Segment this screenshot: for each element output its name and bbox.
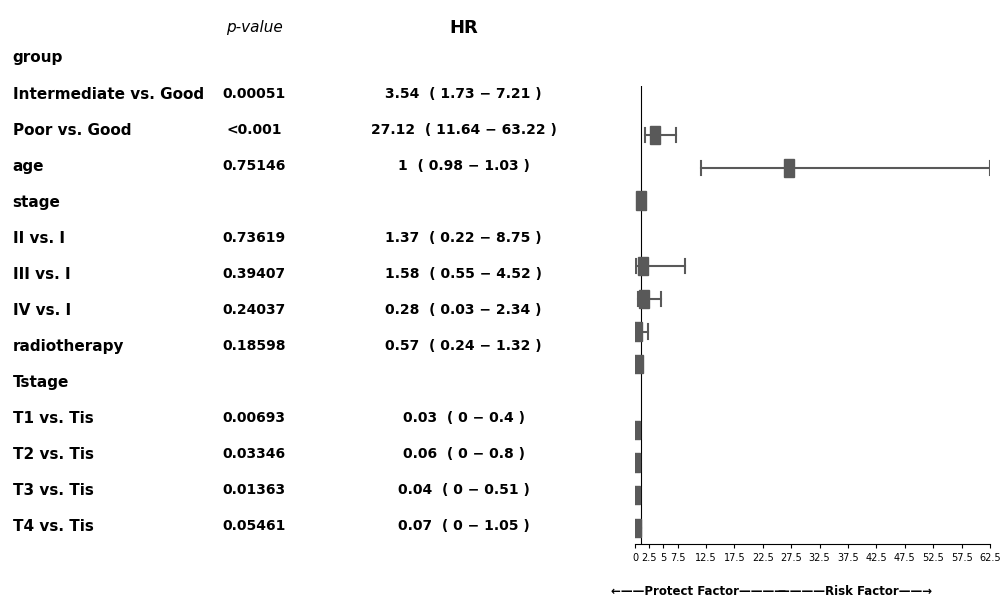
Text: 0.57  ( 0.24 − 1.32 ): 0.57 ( 0.24 − 1.32 ) [385, 339, 542, 353]
FancyBboxPatch shape [638, 257, 648, 276]
Text: stage: stage [13, 194, 61, 210]
FancyBboxPatch shape [630, 453, 640, 472]
Text: 0.03346: 0.03346 [222, 447, 286, 461]
Text: radiotherapy: radiotherapy [13, 339, 124, 354]
Text: 0.05461: 0.05461 [222, 519, 286, 533]
Text: ←——Protect Factor————: ←——Protect Factor———— [611, 585, 786, 598]
Text: II vs. I: II vs. I [13, 231, 65, 245]
Text: p-value: p-value [226, 20, 282, 35]
Text: group: group [13, 50, 63, 65]
Text: 1  ( 0.98 − 1.03 ): 1 ( 0.98 − 1.03 ) [398, 159, 529, 173]
Text: 0.39407: 0.39407 [222, 267, 286, 281]
Text: 0.75146: 0.75146 [222, 159, 286, 173]
Text: 0.00693: 0.00693 [222, 411, 286, 425]
Text: 0.07  ( 0 − 1.05 ): 0.07 ( 0 − 1.05 ) [398, 519, 529, 533]
Text: III vs. I: III vs. I [13, 267, 70, 282]
Text: T3 vs. Tis: T3 vs. Tis [13, 483, 94, 498]
Text: 0.28  ( 0.03 − 2.34 ): 0.28 ( 0.03 − 2.34 ) [385, 303, 542, 317]
Text: 1.58  ( 0.55 − 4.52 ): 1.58 ( 0.55 − 4.52 ) [385, 267, 542, 281]
Text: 27.12  ( 11.64 − 63.22 ): 27.12 ( 11.64 − 63.22 ) [371, 123, 556, 137]
FancyBboxPatch shape [639, 290, 649, 308]
Text: 0.04  ( 0 − 0.51 ): 0.04 ( 0 − 0.51 ) [398, 483, 529, 498]
Text: Intermediate vs. Good: Intermediate vs. Good [13, 87, 204, 101]
Text: T4 vs. Tis: T4 vs. Tis [13, 519, 94, 534]
FancyBboxPatch shape [630, 421, 640, 439]
Text: HR: HR [449, 18, 478, 37]
FancyBboxPatch shape [650, 126, 660, 145]
Text: 0.06  ( 0 − 0.8 ): 0.06 ( 0 − 0.8 ) [403, 447, 525, 461]
Text: age: age [13, 159, 44, 173]
Text: <0.001: <0.001 [226, 123, 282, 137]
FancyBboxPatch shape [784, 159, 794, 177]
Text: T2 vs. Tis: T2 vs. Tis [13, 446, 94, 462]
Text: ————Risk Factor——→: ————Risk Factor——→ [778, 585, 932, 598]
Text: T1 vs. Tis: T1 vs. Tis [13, 411, 93, 426]
Text: 0.24037: 0.24037 [222, 303, 286, 317]
Text: Tstage: Tstage [13, 375, 69, 390]
Text: 0.01363: 0.01363 [222, 483, 286, 498]
FancyBboxPatch shape [631, 322, 642, 341]
Text: IV vs. I: IV vs. I [13, 303, 71, 317]
Text: 0.00051: 0.00051 [222, 87, 286, 101]
Text: Poor vs. Good: Poor vs. Good [13, 122, 131, 138]
FancyBboxPatch shape [630, 518, 641, 537]
FancyBboxPatch shape [630, 486, 640, 504]
Text: 0.73619: 0.73619 [222, 231, 286, 245]
Text: 3.54  ( 1.73 − 7.21 ): 3.54 ( 1.73 − 7.21 ) [385, 87, 542, 101]
Text: 0.18598: 0.18598 [222, 339, 286, 353]
Text: 0.03  ( 0 − 0.4 ): 0.03 ( 0 − 0.4 ) [403, 411, 525, 425]
FancyBboxPatch shape [636, 191, 646, 210]
Text: 1.37  ( 0.22 − 8.75 ): 1.37 ( 0.22 − 8.75 ) [385, 231, 542, 245]
FancyBboxPatch shape [633, 355, 643, 373]
